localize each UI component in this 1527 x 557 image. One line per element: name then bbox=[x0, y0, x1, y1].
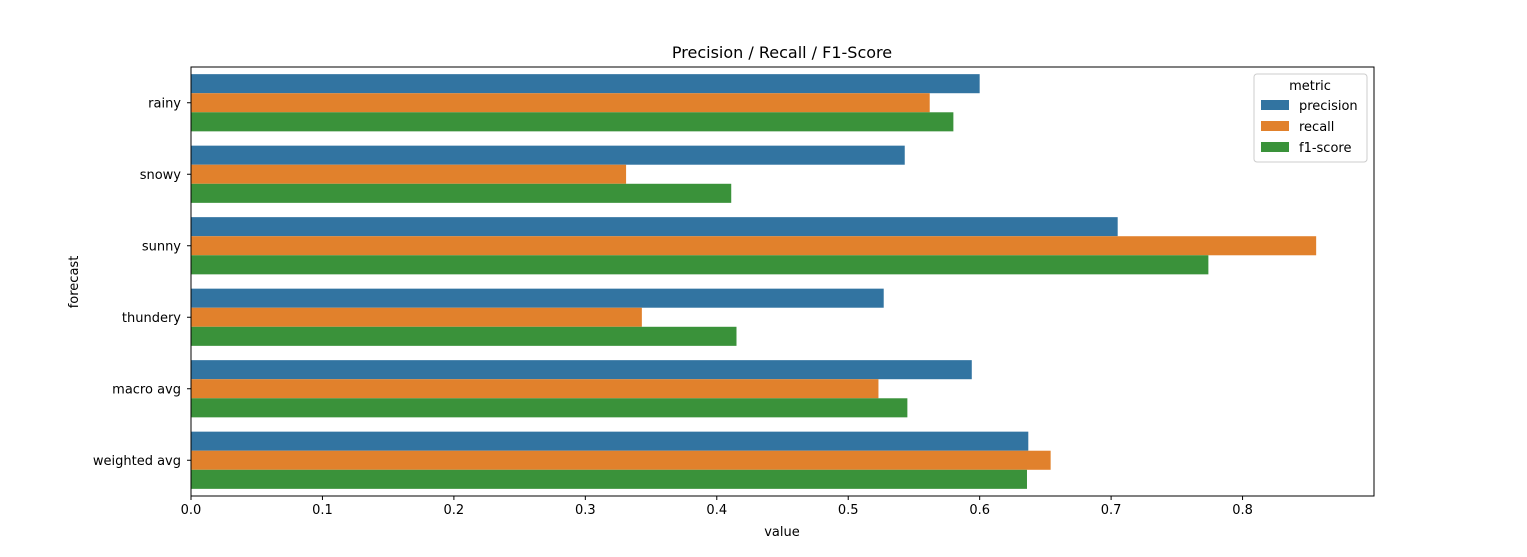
bar-recall-weighted-avg bbox=[191, 450, 1051, 470]
legend-swatch-f1-score bbox=[1261, 142, 1289, 152]
x-tick-label: 0.8 bbox=[1232, 503, 1253, 518]
legend: metric precision recall f1-score bbox=[1253, 73, 1368, 163]
x-tick-label: 0.4 bbox=[706, 503, 727, 518]
x-tick-label: 0.2 bbox=[444, 503, 465, 518]
bar-f1-score-macro-avg bbox=[191, 398, 908, 418]
bar-recall-thundery bbox=[191, 307, 642, 327]
x-axis-ticks: 0.0 0.1 0.2 0.3 0.4 0.5 0.6 0.7 0.8 bbox=[181, 496, 1253, 518]
plot-frame bbox=[190, 66, 1375, 497]
legend-frame bbox=[1253, 73, 1368, 163]
bar-precision-thundery bbox=[191, 288, 884, 308]
x-tick-label: 0.0 bbox=[181, 503, 202, 518]
bar-group bbox=[191, 74, 1317, 489]
legend-label-precision: precision bbox=[1299, 99, 1358, 114]
y-tick-label: weighted avg bbox=[93, 454, 181, 469]
legend-swatch-precision bbox=[1261, 100, 1289, 110]
bar-recall-snowy bbox=[191, 164, 627, 184]
x-tick-label: 0.7 bbox=[1101, 503, 1122, 518]
bar-precision-weighted-avg bbox=[191, 431, 1029, 451]
y-tick-label: sunny bbox=[142, 239, 181, 254]
chart-title: Precision / Recall / F1-Score bbox=[672, 43, 892, 62]
legend-title: metric bbox=[1289, 79, 1331, 94]
legend-label-f1-score: f1-score bbox=[1299, 141, 1351, 156]
bar-recall-rainy bbox=[191, 93, 930, 113]
bar-f1-score-thundery bbox=[191, 326, 737, 346]
y-tick-label: macro avg bbox=[112, 382, 181, 397]
bar-precision-macro-avg bbox=[191, 360, 972, 380]
x-tick-label: 0.5 bbox=[838, 503, 859, 518]
x-tick-label: 0.1 bbox=[312, 503, 333, 518]
legend-items: precision recall f1-score bbox=[1261, 99, 1358, 156]
x-tick-label: 0.3 bbox=[575, 503, 596, 518]
bar-precision-rainy bbox=[191, 74, 980, 94]
bar-recall-macro-avg bbox=[191, 379, 879, 399]
legend-swatch-recall bbox=[1261, 121, 1289, 131]
bar-f1-score-snowy bbox=[191, 183, 732, 203]
bar-precision-sunny bbox=[191, 217, 1118, 237]
bar-f1-score-sunny bbox=[191, 255, 1209, 275]
y-tick-label: snowy bbox=[140, 168, 182, 183]
x-axis-label: value bbox=[764, 525, 800, 540]
bar-f1-score-weighted-avg bbox=[191, 469, 1027, 489]
bar-recall-sunny bbox=[191, 236, 1317, 256]
y-tick-label: rainy bbox=[148, 96, 181, 111]
bar-f1-score-rainy bbox=[191, 112, 954, 132]
y-tick-label: thundery bbox=[122, 311, 181, 326]
x-tick-label: 0.6 bbox=[969, 503, 990, 518]
bar-precision-snowy bbox=[191, 145, 905, 165]
y-axis-label: forecast bbox=[67, 256, 82, 309]
y-axis-ticks: rainy snowy sunny thundery macro avg weighted… bbox=[93, 96, 191, 469]
legend-label-recall: recall bbox=[1299, 120, 1334, 135]
